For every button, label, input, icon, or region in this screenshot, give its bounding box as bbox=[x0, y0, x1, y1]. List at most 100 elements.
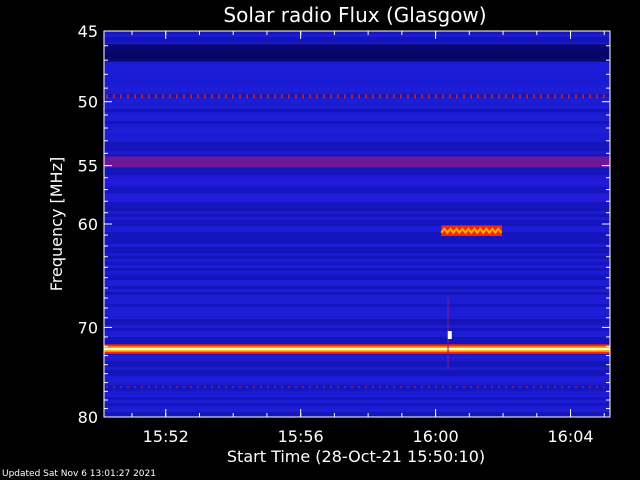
noise-row bbox=[104, 106, 610, 109]
band-dot bbox=[603, 386, 605, 388]
band-dot bbox=[554, 386, 556, 388]
y-tick-label: 50 bbox=[78, 93, 98, 112]
band-dot bbox=[547, 94, 549, 99]
noise-row bbox=[104, 94, 610, 97]
noise-row bbox=[104, 244, 610, 247]
band-dot bbox=[477, 94, 479, 99]
band-dot bbox=[169, 386, 171, 388]
band-dot bbox=[323, 386, 325, 388]
noise-row bbox=[104, 85, 610, 88]
band-dot bbox=[603, 94, 605, 99]
noise-row bbox=[104, 250, 610, 253]
noise-row bbox=[104, 322, 610, 325]
noise-row bbox=[104, 232, 610, 235]
band-dot bbox=[393, 386, 395, 388]
band-dot bbox=[512, 386, 514, 388]
band-dot bbox=[183, 94, 185, 99]
y-tick-label: 55 bbox=[78, 157, 98, 176]
noise-row bbox=[104, 268, 610, 271]
noise-row bbox=[104, 358, 610, 361]
x-tick-label: 16:00 bbox=[413, 427, 459, 446]
band-2 bbox=[104, 156, 610, 168]
noise-row bbox=[104, 184, 610, 187]
noise-row bbox=[104, 190, 610, 193]
band-dot bbox=[372, 94, 374, 99]
band-dot bbox=[442, 386, 444, 388]
noise-row bbox=[104, 391, 610, 394]
noise-row bbox=[104, 304, 610, 307]
noise-row bbox=[104, 280, 610, 283]
plot-area bbox=[104, 31, 610, 418]
band-dot bbox=[561, 94, 563, 99]
band-dot bbox=[218, 94, 220, 99]
band-dot bbox=[414, 386, 416, 388]
noise-row bbox=[104, 220, 610, 223]
noise-row bbox=[104, 88, 610, 91]
noise-row bbox=[104, 130, 610, 133]
band-dot bbox=[295, 386, 297, 388]
band-dot bbox=[225, 386, 227, 388]
noise-row bbox=[104, 364, 610, 367]
band-dot bbox=[358, 94, 360, 99]
band-dot bbox=[533, 386, 535, 388]
band-dot bbox=[540, 386, 542, 388]
noise-row bbox=[104, 409, 610, 412]
noise-row bbox=[104, 403, 610, 406]
noise-row bbox=[104, 394, 610, 397]
band-dot bbox=[232, 386, 234, 388]
noise-row bbox=[104, 76, 610, 79]
band-dot bbox=[148, 94, 150, 99]
noise-row bbox=[104, 277, 610, 280]
noise-row bbox=[104, 151, 610, 154]
noise-row bbox=[104, 379, 610, 382]
band-dot bbox=[582, 386, 584, 388]
band-dot bbox=[351, 386, 353, 388]
band-dot bbox=[470, 94, 472, 99]
noise-row bbox=[104, 412, 610, 415]
band-dot bbox=[239, 386, 241, 388]
x-tick-label: 15:52 bbox=[143, 427, 189, 446]
band-dot bbox=[204, 386, 206, 388]
noise-row bbox=[104, 313, 610, 316]
band-dot bbox=[519, 386, 521, 388]
band-dot bbox=[386, 386, 388, 388]
noise-row bbox=[104, 274, 610, 277]
band-dot bbox=[561, 386, 563, 388]
band-dot bbox=[449, 94, 451, 99]
band-1 bbox=[106, 94, 605, 99]
x-tick-label: 15:56 bbox=[278, 427, 324, 446]
noise-row bbox=[104, 136, 610, 139]
band-dot bbox=[344, 94, 346, 99]
band-dot bbox=[365, 386, 367, 388]
updated-timestamp: Updated Sat Nov 6 13:01:27 2021 bbox=[2, 469, 156, 479]
chart-title: Solar radio Flux (Glasgow) bbox=[223, 3, 486, 27]
noise-row bbox=[104, 64, 610, 67]
band-dot bbox=[106, 94, 108, 99]
noise-row bbox=[104, 70, 610, 73]
y-tick-label: 60 bbox=[78, 215, 98, 234]
band-dot bbox=[211, 386, 213, 388]
y-tick-label: 80 bbox=[78, 408, 98, 427]
noise-row bbox=[104, 235, 610, 238]
band-dot bbox=[120, 94, 122, 99]
noise-row bbox=[104, 292, 610, 295]
noise-row bbox=[104, 385, 610, 388]
band-dot bbox=[400, 386, 402, 388]
band-dot bbox=[400, 94, 402, 99]
noise-row bbox=[104, 265, 610, 268]
band-dot bbox=[337, 94, 339, 99]
noise-row bbox=[104, 355, 610, 358]
band-dot bbox=[197, 94, 199, 99]
band-dot bbox=[330, 94, 332, 99]
band-dot bbox=[456, 386, 458, 388]
noise-row bbox=[104, 79, 610, 82]
band-dot bbox=[526, 94, 528, 99]
noise-row bbox=[104, 148, 610, 151]
band-dot bbox=[232, 94, 234, 99]
band-dot bbox=[155, 94, 157, 99]
noise-row bbox=[104, 103, 610, 106]
band-dot bbox=[456, 94, 458, 99]
band-dot bbox=[463, 94, 465, 99]
noise-row bbox=[104, 370, 610, 373]
noise-row bbox=[104, 133, 610, 136]
